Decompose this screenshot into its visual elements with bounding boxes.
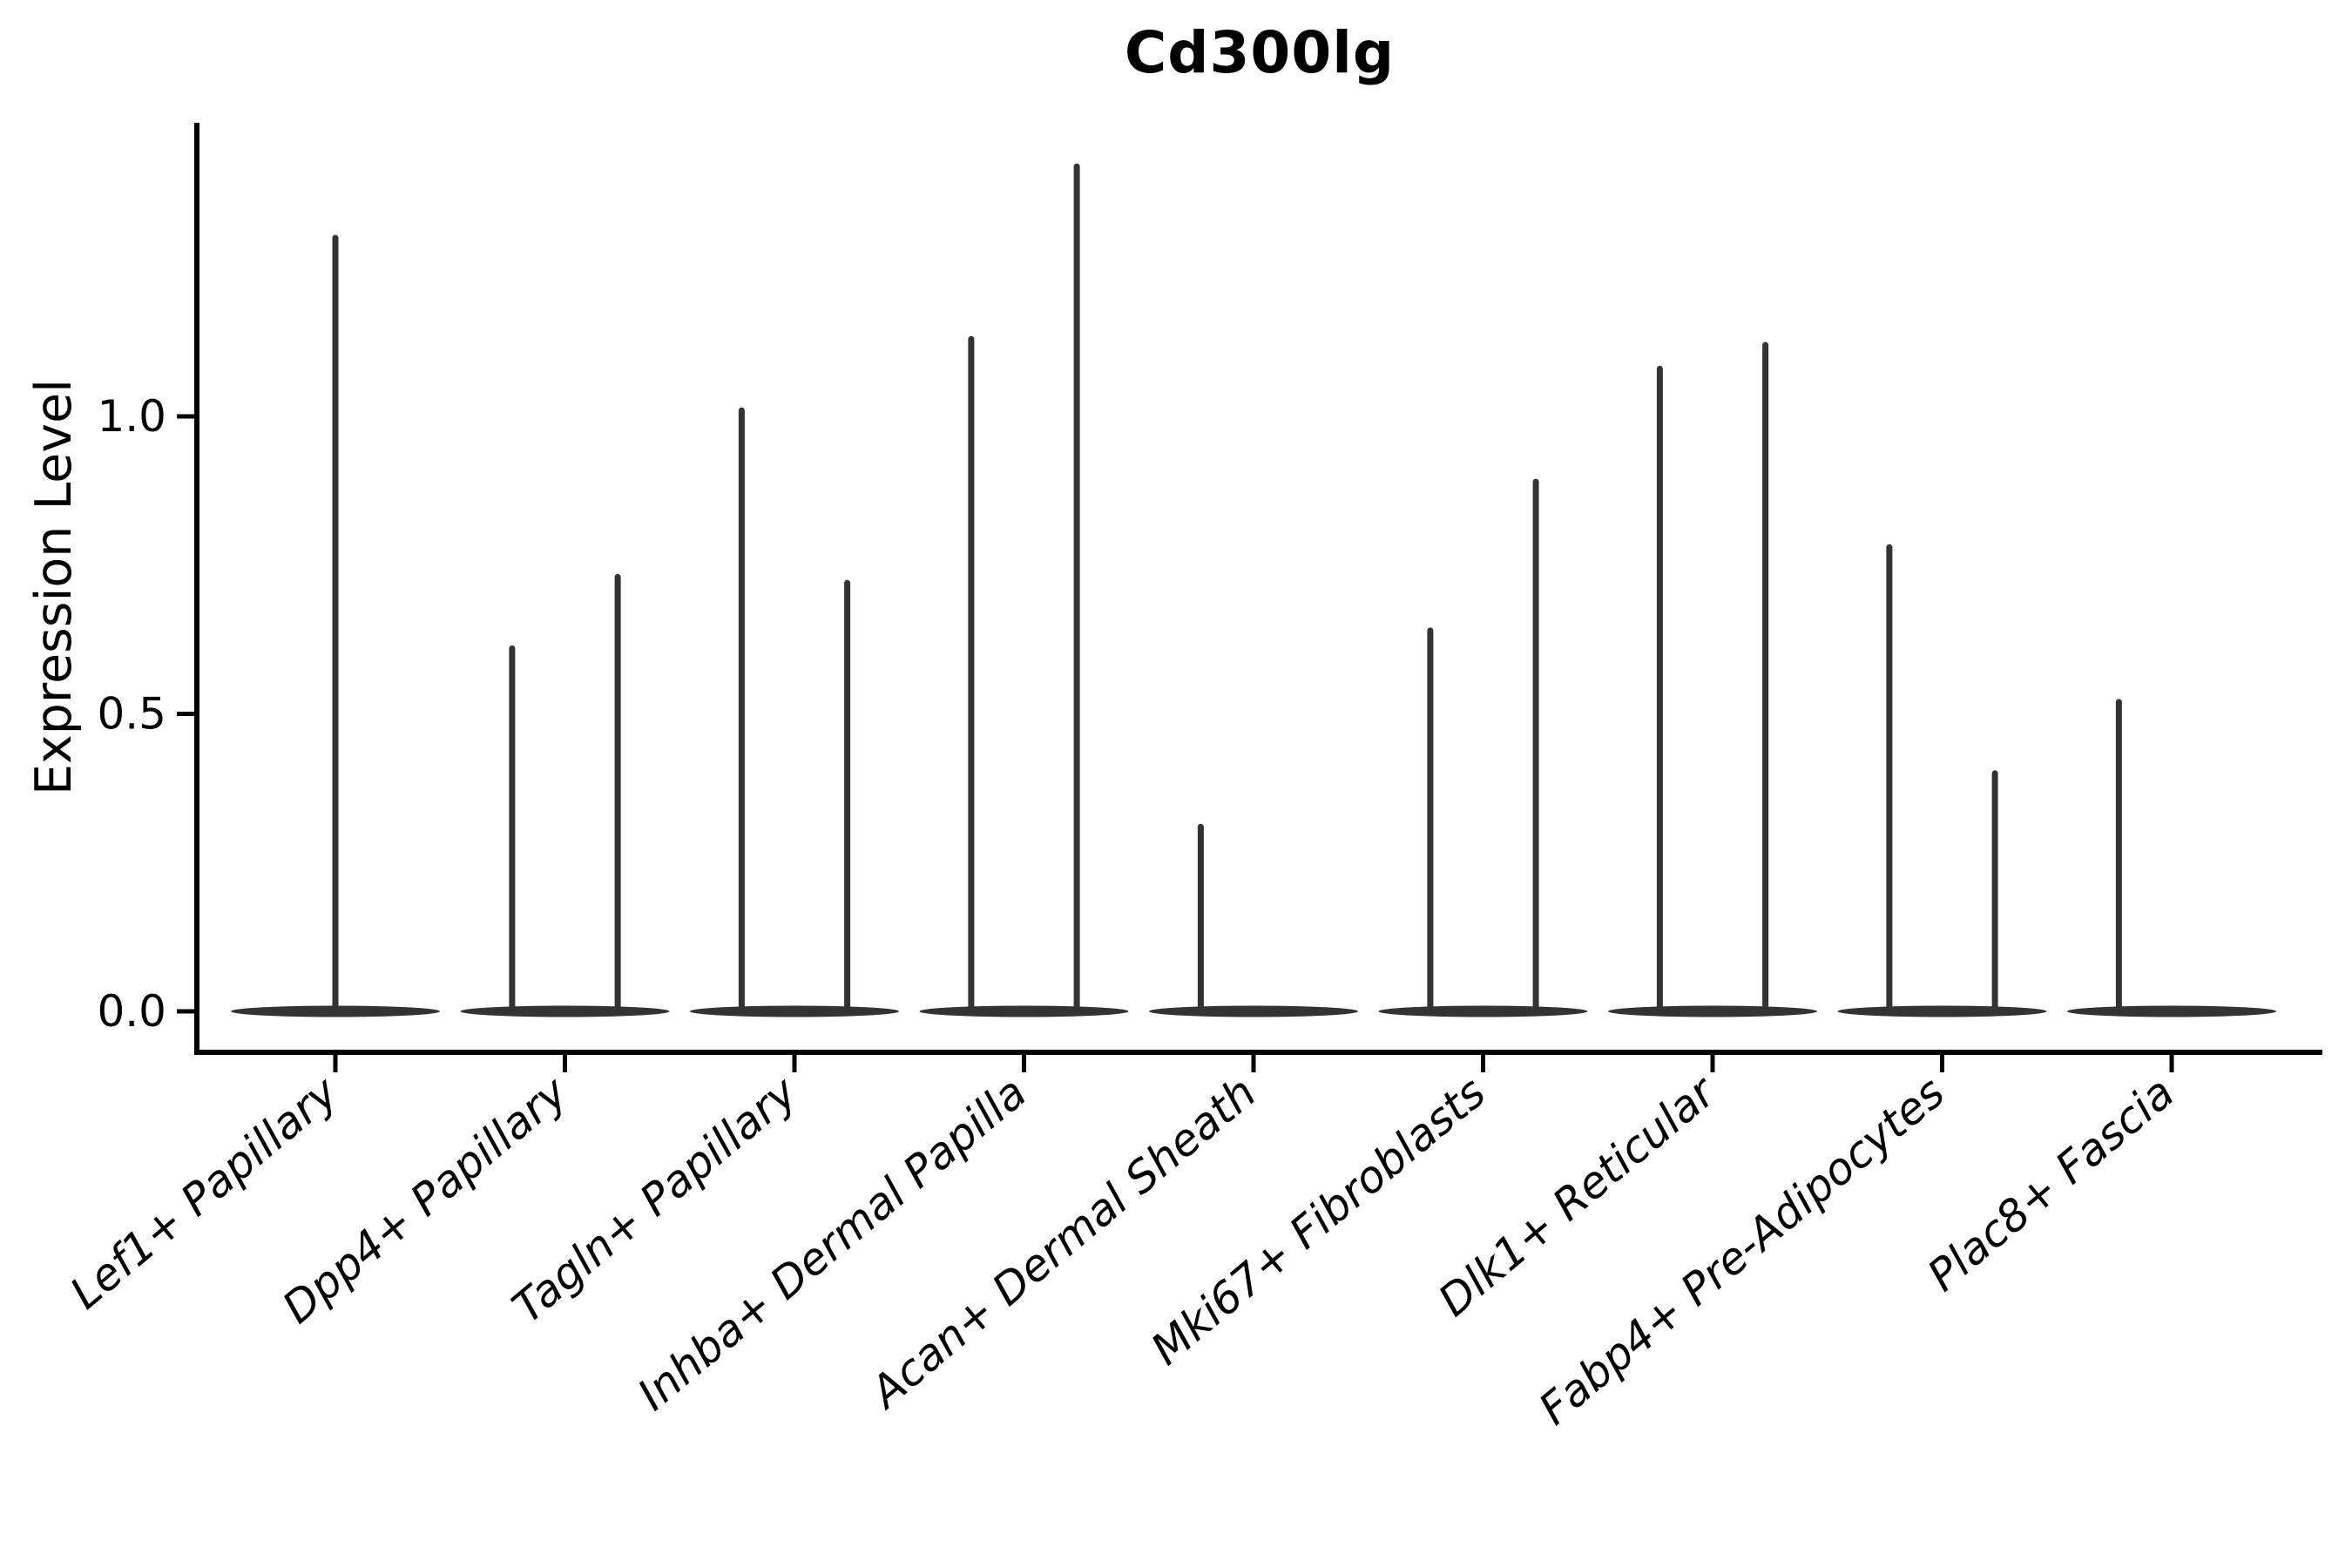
x-tick-label: Plac8+ Fascia: [1918, 1067, 2184, 1301]
y-tick-label: 0.5: [97, 689, 166, 740]
violin-body: [1378, 1005, 1588, 1017]
violin-body: [1149, 1005, 1358, 1017]
x-tick-label: Fabp4+ Pre-Adipocytes: [1530, 1067, 1954, 1435]
y-tick-label: 0.0: [97, 986, 166, 1037]
violin-body: [690, 1005, 899, 1017]
violin-body: [460, 1005, 670, 1017]
violin-body: [2067, 1005, 2276, 1017]
chart-title: Cd300lg: [1124, 19, 1396, 86]
violin-body: [1608, 1005, 1817, 1017]
x-tick-label: Inhba+ Dermal Papilla: [628, 1067, 1036, 1421]
x-tick-label: Acan+ Dermal Sheath: [860, 1067, 1266, 1419]
violin-body: [1837, 1005, 2047, 1017]
violin-body: [919, 1005, 1129, 1017]
y-tick-label: 1.0: [97, 391, 166, 442]
